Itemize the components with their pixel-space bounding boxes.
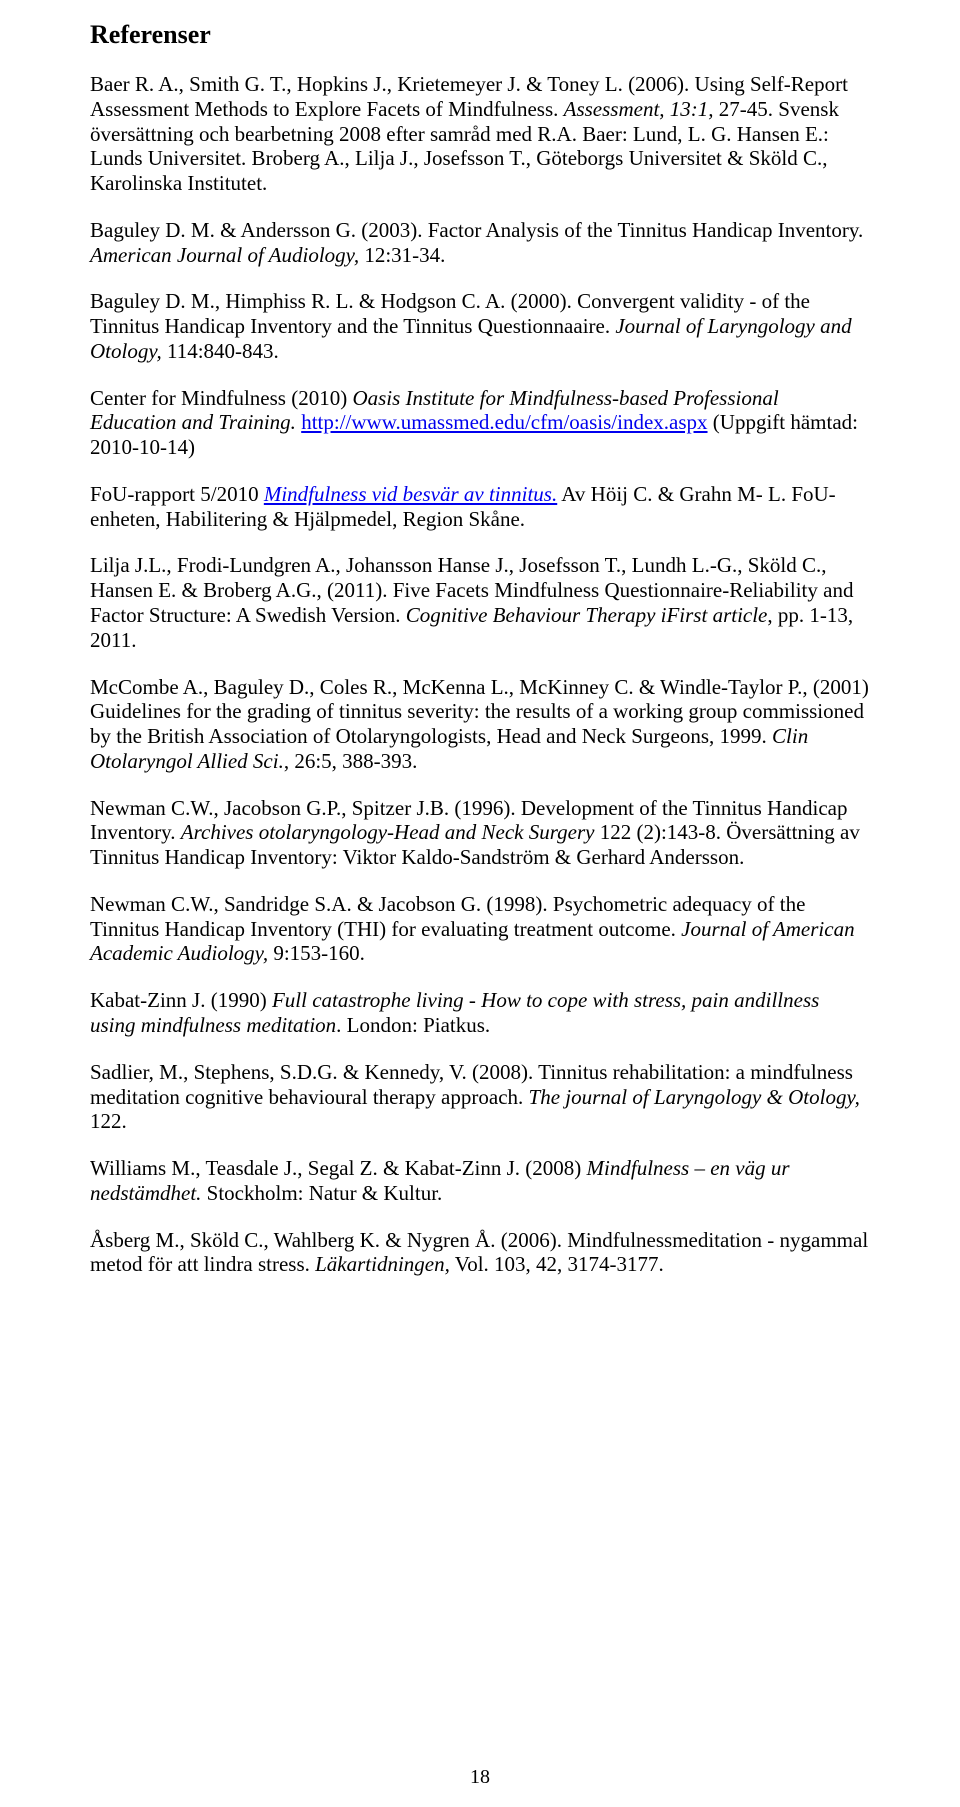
- reference-entry: Åsberg M., Sköld C., Wahlberg K. & Nygre…: [90, 1228, 870, 1278]
- reference-entry: Baer R. A., Smith G. T., Hopkins J., Kri…: [90, 72, 870, 196]
- reference-italic: Läkartidningen,: [315, 1252, 450, 1276]
- references-list: Baer R. A., Smith G. T., Hopkins J., Kri…: [90, 72, 870, 1277]
- reference-text: Center for Mindfulness (2010): [90, 386, 352, 410]
- reference-text: McCombe A., Baguley D., Coles R., McKenn…: [90, 675, 869, 749]
- page-number: 18: [0, 1766, 960, 1789]
- reference-text: Stockholm: Natur & Kultur.: [201, 1181, 442, 1205]
- document-page: Referenser Baer R. A., Smith G. T., Hopk…: [0, 0, 960, 1807]
- reference-entry: Sadlier, M., Stephens, S.D.G. & Kennedy,…: [90, 1060, 870, 1134]
- reference-entry: McCombe A., Baguley D., Coles R., McKenn…: [90, 675, 870, 774]
- reference-entry: Baguley D. M., Himphiss R. L. & Hodgson …: [90, 289, 870, 363]
- reference-italic: Archives otolaryngology-Head and Neck Su…: [181, 820, 595, 844]
- reference-entry: Newman C.W., Sandridge S.A. & Jacobson G…: [90, 892, 870, 966]
- reference-text: 114:840-843.: [162, 339, 279, 363]
- reference-link[interactable]: http://www.umassmed.edu/cfm/oasis/index.…: [301, 410, 707, 434]
- reference-text: Vol. 103, 42, 3174-3177.: [450, 1252, 664, 1276]
- reference-text: FoU-rapport 5/2010: [90, 482, 264, 506]
- reference-entry: Williams M., Teasdale J., Segal Z. & Kab…: [90, 1156, 870, 1206]
- reference-entry: Lilja J.L., Frodi-Lundgren A., Johansson…: [90, 553, 870, 652]
- reference-text: Baguley D. M. & Andersson G. (2003). Fac…: [90, 218, 863, 242]
- reference-entry: Kabat-Zinn J. (1990) Full catastrophe li…: [90, 988, 870, 1038]
- reference-italic: Assessment, 13:1,: [564, 97, 714, 121]
- reference-italic: American Journal of Audiology,: [90, 243, 359, 267]
- reference-italic: Cognitive Behaviour Therapy iFirst artic…: [406, 603, 768, 627]
- reference-text: Kabat-Zinn J. (1990): [90, 988, 272, 1012]
- reference-text: 122.: [90, 1109, 127, 1133]
- reference-link[interactable]: Mindfulness vid besvär av tinnitus.: [264, 482, 557, 506]
- reference-text: 12:31-34.: [359, 243, 445, 267]
- reference-entry: FoU-rapport 5/2010 Mindfulness vid besvä…: [90, 482, 870, 532]
- reference-entry: Newman C.W., Jacobson G.P., Spitzer J.B.…: [90, 796, 870, 870]
- reference-italic: The journal of Laryngology & Otology,: [529, 1085, 860, 1109]
- reference-text: Williams M., Teasdale J., Segal Z. & Kab…: [90, 1156, 587, 1180]
- reference-entry: Center for Mindfulness (2010) Oasis Inst…: [90, 386, 870, 460]
- references-heading: Referenser: [90, 20, 870, 50]
- reference-entry: Baguley D. M. & Andersson G. (2003). Fac…: [90, 218, 870, 268]
- reference-text: . London: Piatkus.: [336, 1013, 490, 1037]
- reference-text: 9:153-160.: [268, 941, 365, 965]
- reference-text: , 26:5, 388-393.: [284, 749, 418, 773]
